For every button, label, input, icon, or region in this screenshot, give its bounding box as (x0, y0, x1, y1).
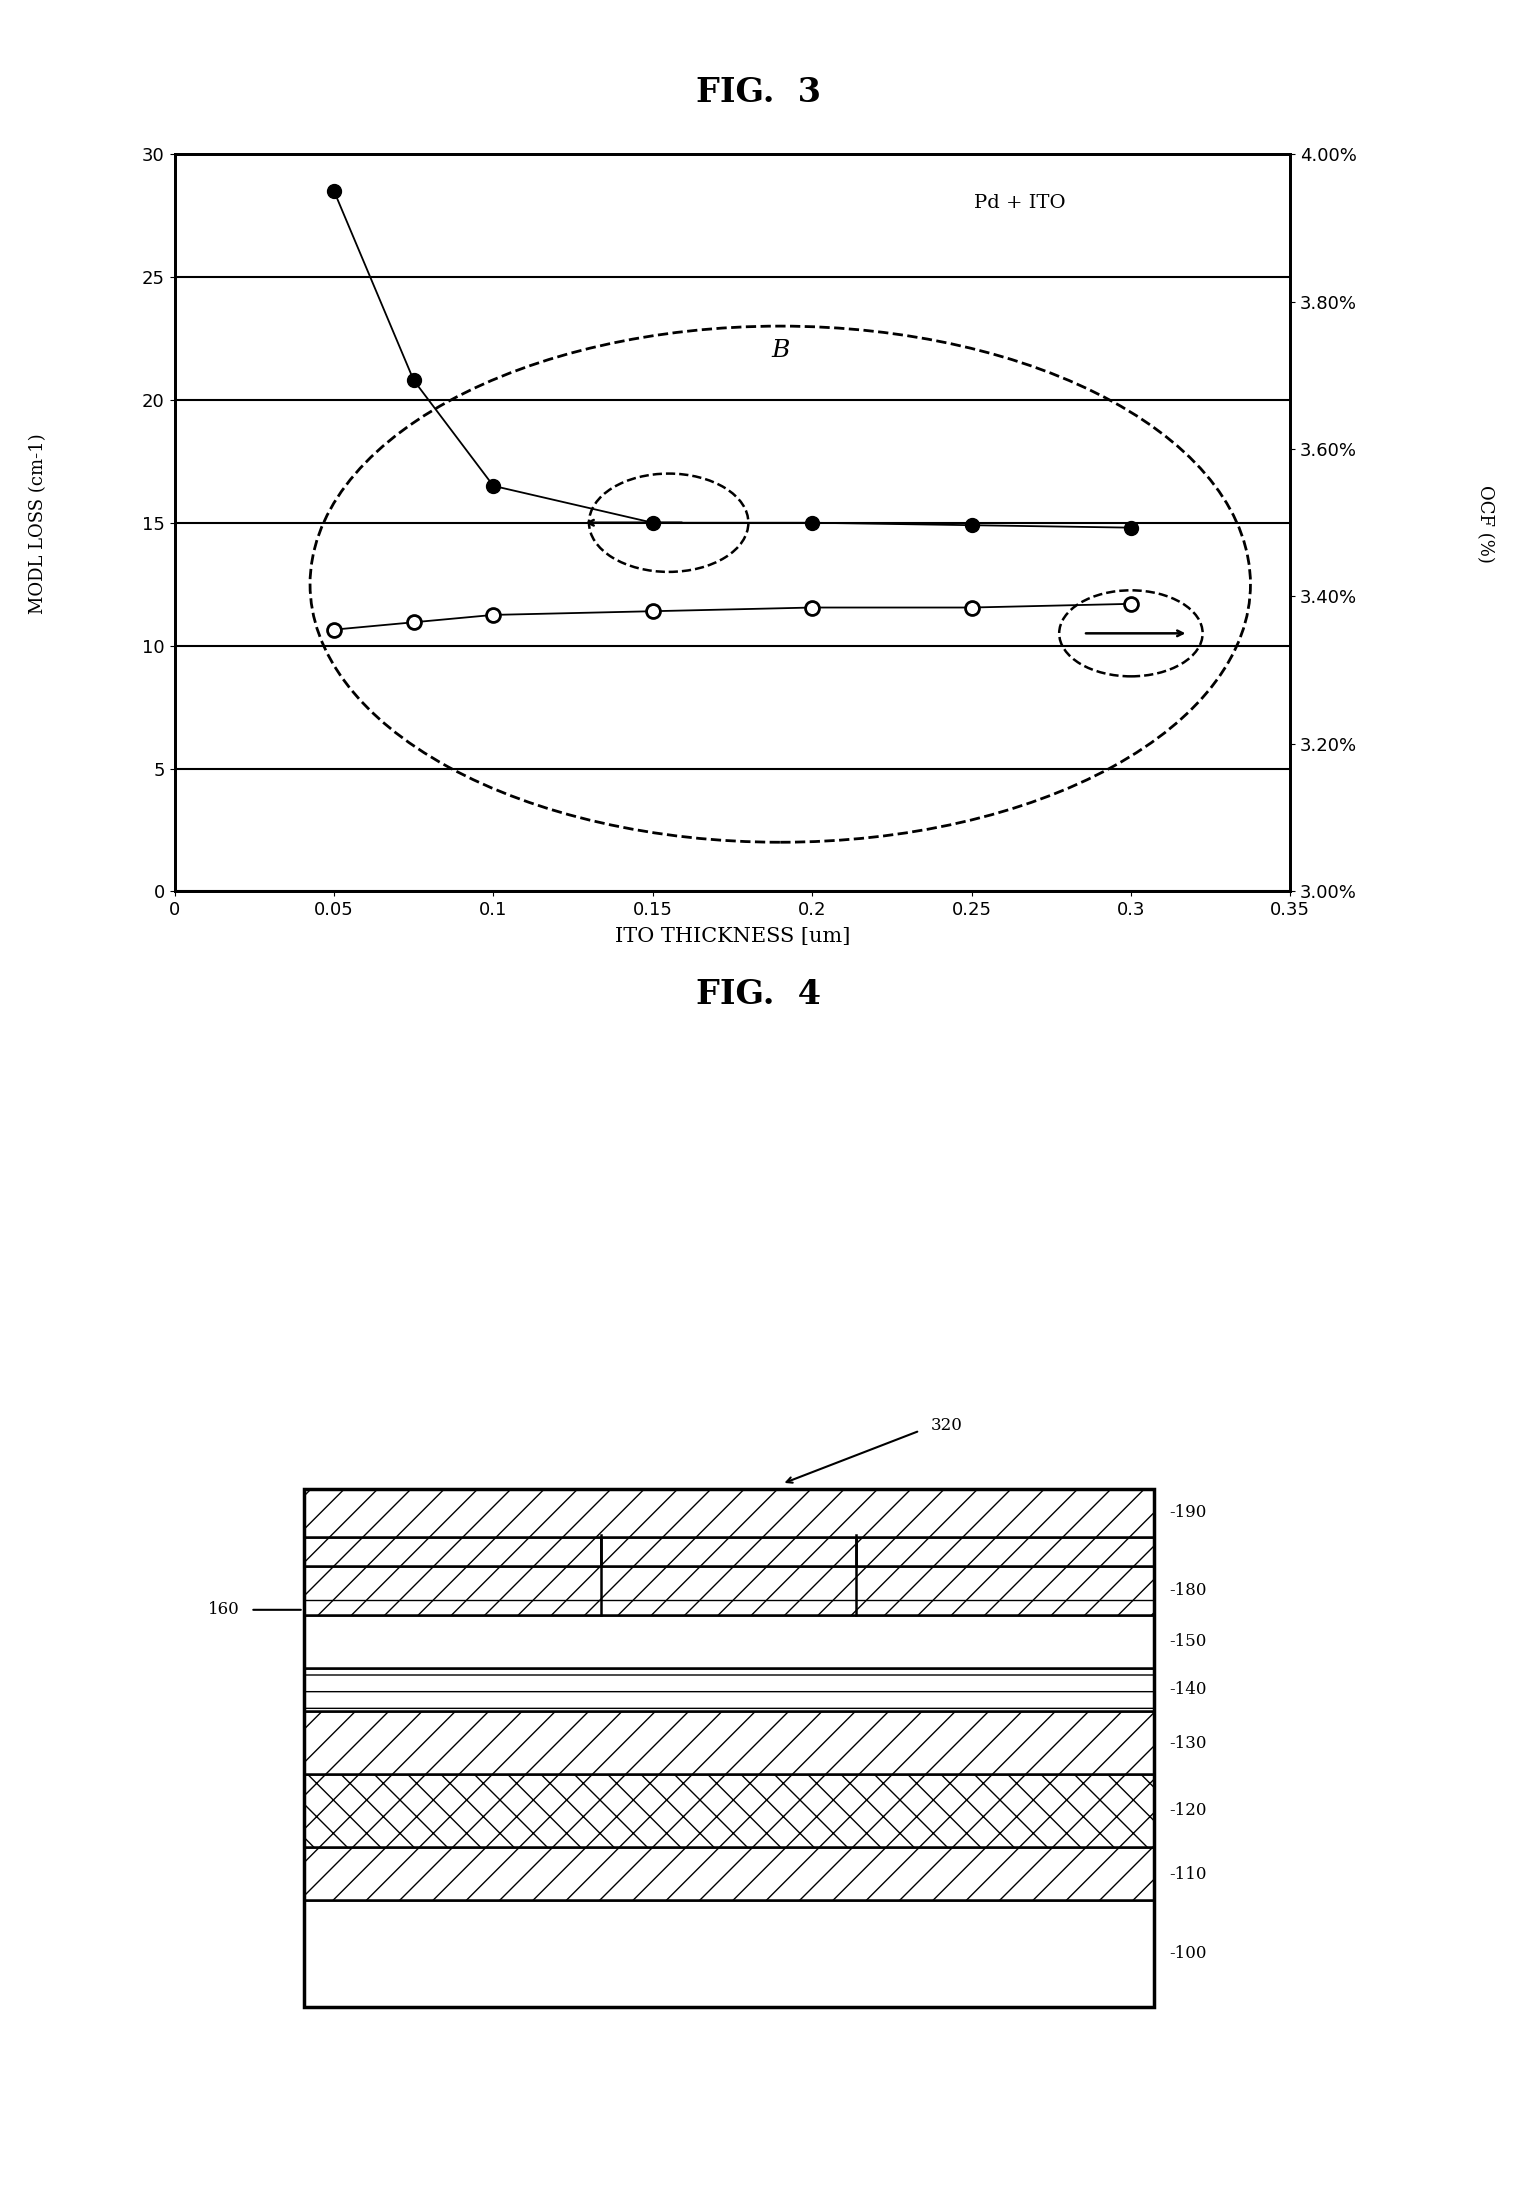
Bar (304, 1899, 1154, 2007)
Bar (304, 1616, 1154, 1668)
Bar (304, 1536, 601, 1567)
Text: -180: -180 (1169, 1583, 1207, 1598)
Text: Pd + ITO: Pd + ITO (973, 194, 1066, 211)
Bar (304, 1668, 1154, 1712)
Bar (304, 1712, 1154, 1774)
Bar (304, 1567, 1154, 1616)
Bar (304, 1847, 1154, 1899)
Text: -150: -150 (1169, 1633, 1207, 1651)
Text: 320: 320 (931, 1417, 962, 1435)
Bar (304, 1488, 1154, 2007)
Text: -120: -120 (1169, 1803, 1207, 1818)
Text: 160: 160 (208, 1602, 240, 1618)
Text: B: B (771, 339, 789, 363)
Text: -190: -190 (1169, 1505, 1207, 1521)
Text: -140: -140 (1169, 1682, 1207, 1697)
Bar (304, 1488, 1154, 1536)
Text: -130: -130 (1169, 1734, 1207, 1752)
Text: FIG.  4: FIG. 4 (697, 979, 821, 1010)
Bar (601, 1536, 856, 1567)
Bar (304, 1774, 1154, 1847)
Bar (856, 1536, 1154, 1567)
Text: OCF (%): OCF (%) (1475, 484, 1494, 563)
Text: -110: -110 (1169, 1866, 1207, 1882)
Text: MODL LOSS (cm-1): MODL LOSS (cm-1) (29, 434, 47, 614)
X-axis label: ITO THICKNESS [um]: ITO THICKNESS [um] (615, 927, 850, 946)
Text: FIG.  3: FIG. 3 (697, 77, 821, 108)
Text: -100: -100 (1169, 1946, 1207, 1961)
